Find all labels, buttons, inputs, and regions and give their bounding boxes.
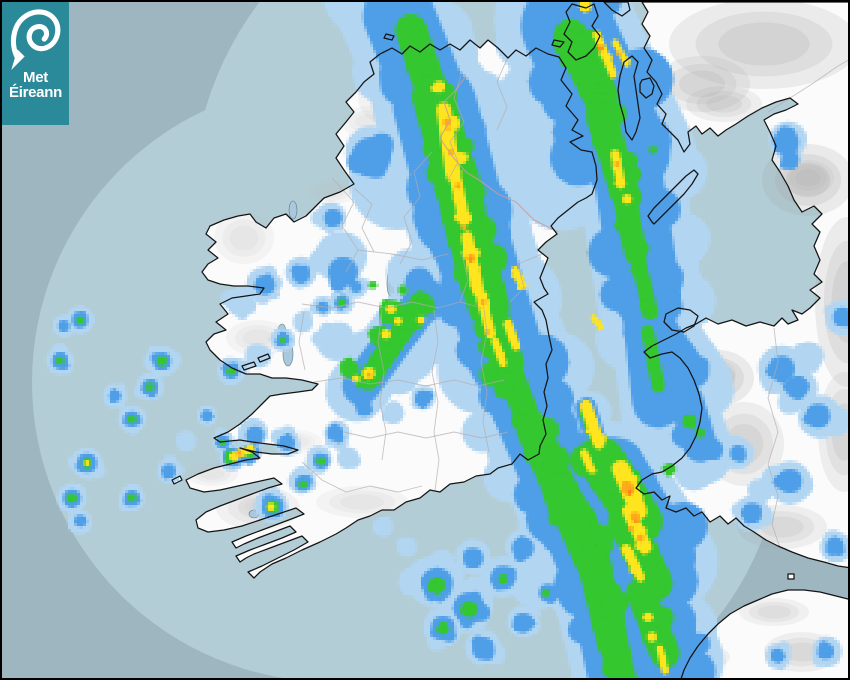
coastline-tory — [383, 33, 395, 41]
county-border-line — [357, 249, 449, 261]
county-border-line — [459, 253, 469, 303]
county-border-line — [377, 309, 387, 461]
county-border-line — [431, 309, 440, 491]
coastline-arran — [639, 77, 655, 99]
logo-brand-line1: Met — [23, 69, 48, 86]
coastline-britain_north — [635, 2, 848, 569]
coastline-aran_islands — [241, 353, 271, 371]
county-border-line — [353, 187, 375, 253]
coastline-ireland — [185, 39, 598, 579]
coastline-isle_of_man — [647, 169, 699, 225]
coastline-islay — [563, 3, 601, 61]
county-border-line — [331, 177, 359, 273]
county-border-line — [509, 253, 543, 303]
county-border-line — [298, 311, 306, 371]
coastline-kintyre — [617, 55, 641, 141]
county-border-line — [301, 301, 483, 309]
coastline-anglesey — [663, 307, 699, 333]
county-border-line — [301, 461, 423, 493]
coastline-southwest_england — [680, 589, 848, 678]
coastline-jura_tip — [603, 2, 631, 17]
coastline-lundy — [787, 573, 795, 580]
county-border-line — [480, 301, 490, 453]
county-border-line — [343, 431, 509, 439]
county-border-line — [767, 327, 781, 549]
logo-brand-line2: Éireann — [9, 84, 62, 102]
county-border-line — [447, 71, 465, 181]
county-border-line — [496, 58, 508, 131]
county-border-line — [313, 377, 505, 387]
county-border-line — [767, 59, 848, 113]
county-border-line — [399, 151, 433, 265]
coastline-blaskets — [171, 475, 183, 485]
met-eireann-logo: Met Éireann — [2, 2, 69, 125]
ni-border-line — [439, 75, 559, 233]
coastline-rathlin — [551, 39, 565, 48]
spiral-swirl-icon — [10, 9, 60, 70]
